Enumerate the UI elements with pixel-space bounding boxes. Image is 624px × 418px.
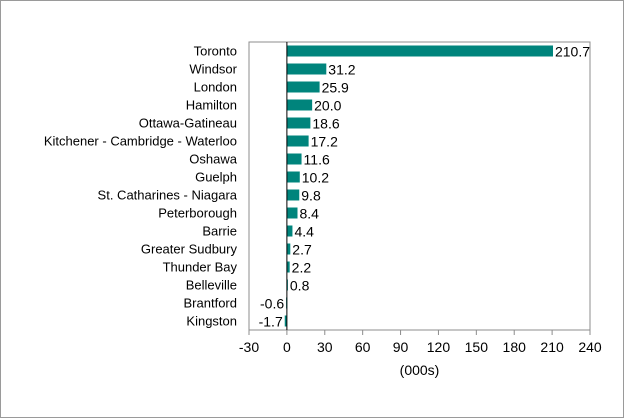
x-tick-label: -30 [239,339,259,355]
bar [286,153,302,165]
x-tick-label: 60 [355,339,371,355]
value-label: 8.4 [299,206,319,222]
bar [284,315,287,327]
category-label: Kitchener - Cambridge - Waterloo [44,134,237,149]
x-tick-label: 150 [465,339,489,355]
category-label: St. Catharines - Niagara [98,188,238,203]
category-label: Brantford [184,296,237,311]
value-label: 210.7 [555,44,590,60]
bar [286,225,293,237]
x-tick-label: 180 [503,339,527,355]
value-label: 9.8 [301,188,321,204]
value-label: 0.8 [290,278,310,294]
category-label: Windsor [189,62,237,77]
category-label: Guelph [195,170,237,185]
bar [286,279,288,291]
bar [286,171,300,183]
value-label: 31.2 [328,62,355,78]
category-label: London [194,80,237,95]
category-label: Thunder Bay [163,260,238,275]
bar [286,207,298,219]
x-tick-label: 90 [393,339,409,355]
bar [286,135,309,147]
category-label: Ottawa-Gatineau [139,116,237,131]
value-label: 11.6 [304,152,330,168]
x-tick-label: 0 [283,339,291,355]
bar [286,117,311,129]
x-tick-label: 30 [317,339,333,355]
value-label: 10.2 [302,170,329,186]
bar [286,81,320,93]
x-tick-label: 120 [427,339,451,355]
category-label: Belleville [186,278,237,293]
value-label: -1.7 [259,314,283,330]
value-label: 25.9 [322,80,349,96]
x-tick-label: 210 [540,339,564,355]
value-label: 20.0 [314,98,341,114]
bar [286,63,327,75]
category-label: Kingston [186,314,237,329]
category-label: Peterborough [158,206,237,221]
value-label: -0.6 [260,296,284,312]
value-label: 2.2 [292,260,312,276]
plot-border [248,41,591,331]
x-tick-label: 240 [578,339,602,355]
x-axis-label: (000s) [400,362,440,378]
bar [286,45,553,57]
category-label: Barrie [202,224,237,239]
category-label: Toronto [194,44,237,59]
category-label: Greater Sudbury [141,242,238,257]
bar [286,243,291,255]
category-label: Hamilton [186,98,237,113]
value-label: 2.7 [292,242,312,258]
value-label: 4.4 [294,224,314,240]
bar [286,99,313,111]
value-label: 17.2 [311,134,338,150]
value-label: 18.6 [312,116,339,132]
category-label: Oshawa [189,152,237,167]
bar [286,261,290,273]
bar [286,189,300,201]
plot-area: Toronto 210.7 Windsor 31.2 London 25.9 Hamilto… [44,41,602,378]
